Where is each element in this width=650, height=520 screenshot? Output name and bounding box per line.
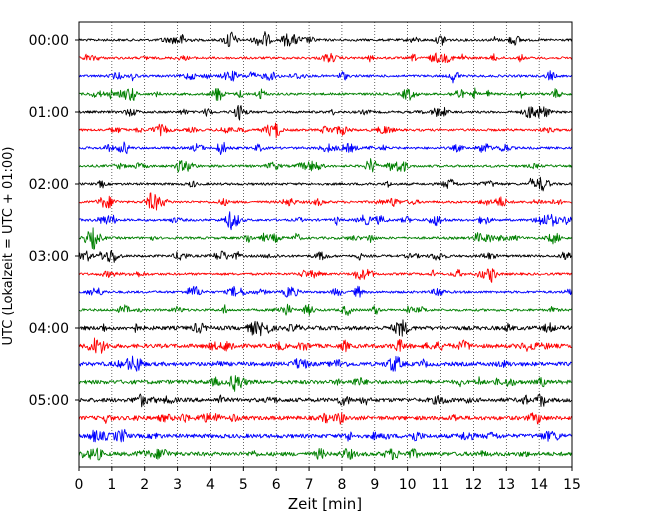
trace-0415 — [78, 337, 573, 354]
y-tick-label-00:00: 00:00 — [29, 33, 69, 49]
x-tick-label-9: 9 — [370, 477, 379, 493]
seismogram-traces — [78, 31, 573, 461]
trace-0130 — [78, 141, 573, 156]
trace-0115 — [78, 122, 573, 139]
trace-0100 — [78, 104, 573, 121]
x-tick-label-13: 13 — [497, 477, 515, 493]
trace-0400 — [78, 319, 573, 337]
x-tick-label-14: 14 — [530, 477, 548, 493]
trace-0545 — [78, 447, 573, 461]
x-axis-ticks: 0 1 2 3 4 5 6 7 8 9 10 11 12 13 14 15 — [75, 467, 581, 493]
x-tick-label-3: 3 — [173, 477, 182, 493]
x-tick-label-6: 6 — [272, 477, 281, 493]
trace-0000 — [78, 31, 573, 48]
x-tick-label-7: 7 — [305, 477, 314, 493]
x-tick-label-8: 8 — [337, 477, 346, 493]
trace-0530 — [78, 428, 573, 443]
y-tick-label-03:00: 03:00 — [29, 249, 69, 265]
trace-0515 — [78, 412, 573, 425]
trace-0430 — [78, 355, 573, 372]
trace-0200 — [78, 176, 573, 192]
x-tick-label-5: 5 — [239, 477, 248, 493]
x-tick-label-0: 0 — [75, 477, 84, 493]
y-axis-ticks: 00:00 01:00 02:00 03:00 04:00 05:00 — [29, 33, 79, 409]
trace-0030 — [78, 70, 573, 84]
y-tick-label-04:00: 04:00 — [29, 321, 69, 337]
trace-0015 — [78, 52, 573, 64]
trace-0300 — [78, 249, 573, 263]
x-tick-label-4: 4 — [206, 477, 215, 493]
trace-0330 — [78, 285, 573, 298]
trace-0500 — [78, 393, 573, 408]
x-tick-label-10: 10 — [399, 477, 417, 493]
x-tick-label-12: 12 — [464, 477, 482, 493]
x-tick-label-11: 11 — [432, 477, 450, 493]
trace-0230 — [78, 211, 573, 231]
y-tick-label-01:00: 01:00 — [29, 105, 69, 121]
y-tick-label-02:00: 02:00 — [29, 177, 69, 193]
trace-0245 — [78, 227, 573, 250]
plot-frame — [78, 21, 573, 468]
x-axis-label: Zeit [min] — [288, 495, 362, 513]
trace-0045 — [78, 87, 573, 101]
trace-0315 — [78, 268, 573, 283]
trace-0345 — [78, 303, 573, 317]
y-axis-label: UTC (Lokalzeit = UTC + 01:00) — [1, 147, 16, 346]
trace-0445 — [78, 375, 573, 392]
x-tick-label-15: 15 — [563, 477, 581, 493]
trace-0145 — [78, 158, 573, 173]
x-tick-label-2: 2 — [140, 477, 149, 493]
y-tick-label-05:00: 05:00 — [29, 393, 69, 409]
grid-lines — [111, 22, 540, 467]
trace-0215 — [78, 192, 573, 211]
x-tick-label-1: 1 — [107, 477, 116, 493]
